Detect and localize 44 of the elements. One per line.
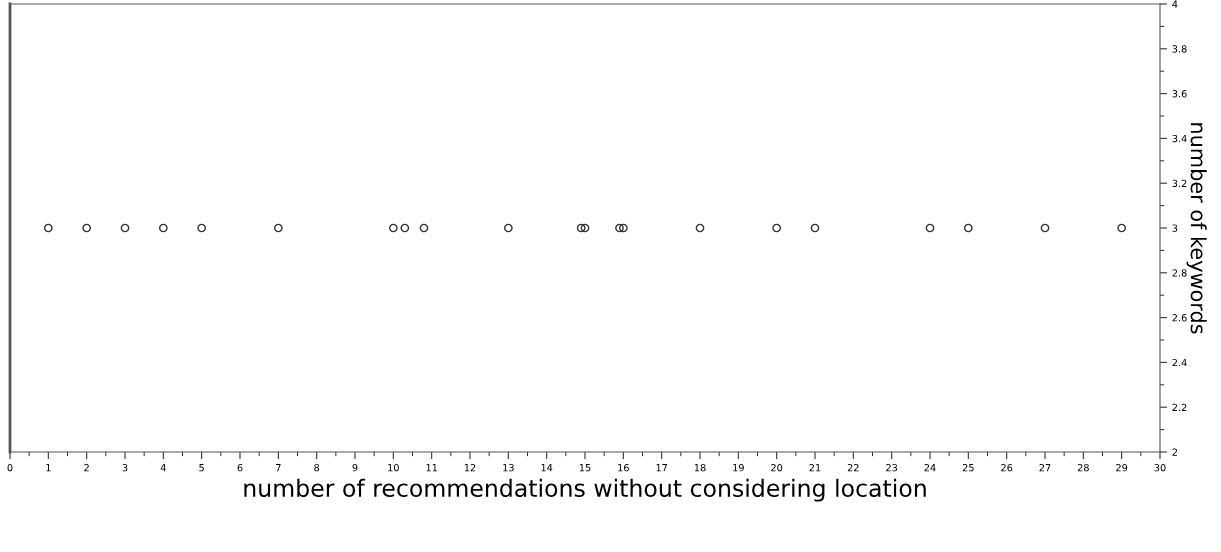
y-tick-label: 3.6 xyxy=(1172,90,1187,98)
y-tick-label: 2.2 xyxy=(1172,403,1187,411)
x-tick-label: 16 xyxy=(618,463,629,472)
x-tick-label: 26 xyxy=(1001,463,1013,472)
x-tick-label: 14 xyxy=(541,464,553,472)
y-tick-label: 4 xyxy=(1172,0,1178,8)
y-tick-label: 3.8 xyxy=(1172,45,1187,53)
x-tick-label: 22 xyxy=(847,463,859,472)
y-tick-label: 3.4 xyxy=(1172,134,1187,143)
x-tick-label: 21 xyxy=(809,463,821,472)
x-tick-label: 19 xyxy=(733,463,744,472)
y-tick-label: 3 xyxy=(1172,224,1178,232)
x-tick-label: 0 xyxy=(7,463,13,472)
x-tick-label: 25 xyxy=(962,463,974,472)
x-tick-label: 23 xyxy=(886,463,898,472)
y-tick-label: 3.2 xyxy=(1172,179,1187,188)
y-tick-label: 2 xyxy=(1172,448,1178,456)
x-axis-title: number of recommendations without considering location xyxy=(244,478,926,502)
x-tick-label: 9 xyxy=(352,463,358,472)
x-tick-label: 28 xyxy=(1077,463,1089,472)
y-axis-title: number of keywords xyxy=(1186,123,1207,334)
x-tick-label: 4 xyxy=(160,464,166,472)
x-tick-label: 13 xyxy=(503,463,514,472)
x-tick-label: 11 xyxy=(426,464,437,472)
x-tick-label: 27 xyxy=(1039,463,1051,472)
x-tick-label: 1 xyxy=(46,464,51,472)
x-tick-label: 3 xyxy=(122,463,128,472)
x-tick-label: 24 xyxy=(924,463,936,472)
x-tick-label: 29 xyxy=(1116,463,1128,472)
x-tick-label: 10 xyxy=(388,463,399,472)
x-tick-label: 5 xyxy=(199,464,204,472)
x-tick-label: 20 xyxy=(771,463,783,472)
x-tick-label: 12 xyxy=(464,463,476,472)
x-tick-label: 18 xyxy=(694,463,706,472)
x-tick-label: 17 xyxy=(656,464,668,472)
x-tick-label: 6 xyxy=(237,463,243,472)
x-tick-label: 7 xyxy=(276,464,281,472)
y-tick-label: 2.4 xyxy=(1172,358,1187,367)
x-tick-label: 15 xyxy=(579,464,591,472)
x-tick-label: 8 xyxy=(314,463,320,472)
y-tick-label: 2.6 xyxy=(1172,314,1187,322)
x-tick-label: 30 xyxy=(1154,463,1166,472)
x-tick-label: 2 xyxy=(84,463,89,472)
y-tick-label: 2.8 xyxy=(1172,269,1187,277)
